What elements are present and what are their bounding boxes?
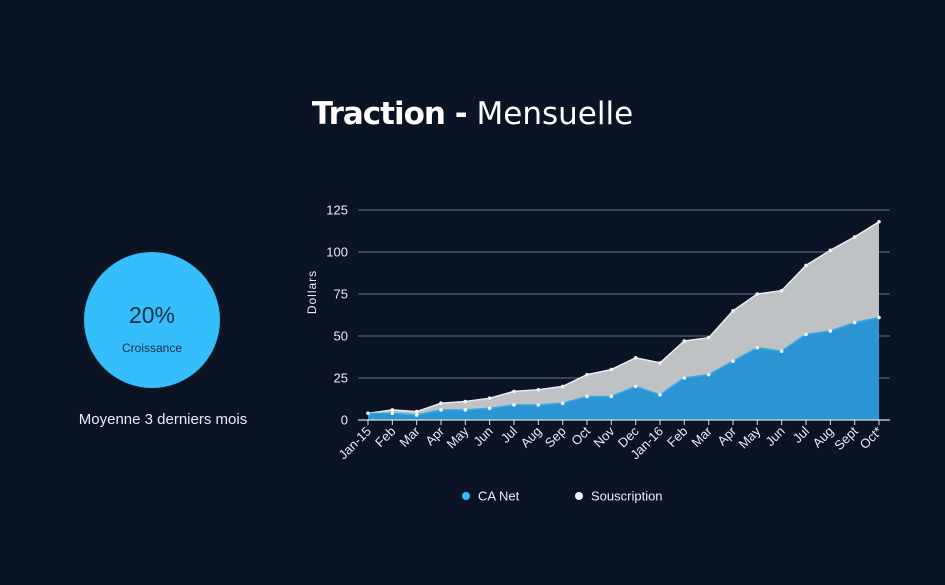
legend-marker-ca-net bbox=[462, 492, 470, 500]
data-point-souscription bbox=[585, 372, 589, 377]
data-point-souscription bbox=[658, 361, 662, 365]
data-point-ca-net bbox=[585, 394, 589, 399]
data-point-ca-net bbox=[706, 372, 711, 377]
data-point-ca-net bbox=[439, 408, 443, 412]
data-point-ca-net bbox=[366, 411, 370, 416]
x-tick-label: May bbox=[443, 423, 471, 451]
data-point-souscription bbox=[487, 396, 492, 400]
x-tick-label: Apr bbox=[422, 423, 447, 448]
data-point-souscription bbox=[779, 288, 784, 293]
data-point-ca-net bbox=[682, 376, 687, 380]
data-point-ca-net bbox=[560, 401, 565, 406]
y-tick-label: 25 bbox=[334, 370, 348, 385]
data-point-souscription bbox=[804, 263, 808, 268]
y-tick-label: 75 bbox=[334, 286, 348, 301]
x-tick-label: Oct* bbox=[857, 424, 885, 452]
data-point-souscription bbox=[560, 384, 565, 389]
data-point-ca-net bbox=[609, 394, 614, 399]
legend-label-souscription: Souscription bbox=[591, 488, 663, 503]
data-point-souscription bbox=[731, 309, 735, 313]
x-tick-label: Feb bbox=[372, 424, 398, 450]
data-point-ca-net bbox=[390, 411, 395, 416]
series-area-ca-net bbox=[368, 317, 879, 420]
data-point-ca-net bbox=[487, 406, 492, 411]
growth-kpi-value: 20% bbox=[128, 302, 176, 328]
data-point-souscription bbox=[755, 292, 760, 296]
data-point-ca-net bbox=[658, 393, 662, 397]
x-tick-label: Apr bbox=[714, 423, 739, 448]
x-tick-label: Jul bbox=[790, 423, 812, 445]
data-point-ca-net bbox=[512, 403, 516, 407]
data-point-souscription bbox=[828, 248, 833, 253]
y-tick-label: 50 bbox=[334, 328, 348, 343]
data-point-ca-net bbox=[852, 320, 857, 325]
x-tick-label: Aug bbox=[809, 424, 836, 451]
y-tick-label: 0 bbox=[341, 412, 348, 427]
title-light: Mensuelle bbox=[476, 96, 634, 132]
data-point-ca-net bbox=[414, 413, 419, 417]
series-line-ca-net bbox=[368, 316, 880, 416]
data-point-souscription bbox=[852, 235, 857, 239]
y-axis-title: Dollars bbox=[305, 270, 319, 314]
x-tick-label: Jan-15 bbox=[335, 424, 374, 463]
legend-label-ca-net: CA Net bbox=[478, 488, 520, 503]
series-line-souscription bbox=[367, 221, 880, 415]
data-point-souscription bbox=[682, 339, 687, 343]
y-tick-label: 125 bbox=[326, 202, 348, 217]
legend-marker-souscription bbox=[575, 492, 583, 500]
data-point-souscription bbox=[414, 409, 419, 414]
data-point-souscription bbox=[512, 389, 516, 394]
x-tick-label: Jul bbox=[498, 423, 520, 445]
data-point-ca-net bbox=[877, 315, 881, 320]
x-tick-label: May bbox=[735, 423, 763, 451]
data-point-souscription bbox=[633, 356, 638, 360]
data-point-ca-net bbox=[731, 359, 735, 364]
data-point-souscription bbox=[706, 335, 711, 340]
data-point-souscription bbox=[390, 408, 395, 412]
x-tick-label: Sept bbox=[831, 423, 861, 453]
x-tick-label: Aug bbox=[517, 424, 544, 451]
x-tick-label: Nov bbox=[590, 423, 617, 450]
data-point-ca-net bbox=[633, 384, 638, 389]
data-point-souscription bbox=[609, 367, 614, 372]
x-tick-label: Mar bbox=[396, 423, 423, 450]
y-tick-label: 100 bbox=[326, 244, 348, 259]
data-point-souscription bbox=[536, 387, 541, 392]
page-title: Traction - Mensuelle bbox=[0, 94, 945, 134]
x-tick-label: Sep bbox=[542, 424, 569, 451]
x-tick-label: Oct bbox=[568, 423, 593, 448]
data-point-souscription bbox=[439, 401, 443, 406]
data-point-ca-net bbox=[536, 403, 541, 407]
data-point-ca-net bbox=[779, 349, 784, 353]
growth-kpi-caption: Moyenne 3 derniers mois bbox=[78, 411, 248, 428]
x-tick-label: Jun bbox=[762, 424, 787, 449]
x-tick-label: Mar bbox=[688, 423, 715, 450]
data-point-ca-net bbox=[463, 408, 468, 412]
title-bold: Traction - bbox=[311, 96, 468, 132]
growth-kpi-label: Croissance bbox=[121, 341, 183, 355]
data-point-ca-net bbox=[755, 345, 760, 350]
x-tick-label: Feb bbox=[664, 424, 690, 450]
data-point-ca-net bbox=[804, 332, 808, 337]
data-point-ca-net bbox=[828, 329, 833, 333]
x-tick-label: Jun bbox=[470, 424, 495, 449]
growth-kpi-circle: 20% Croissance bbox=[84, 252, 220, 388]
data-point-souscription bbox=[463, 399, 468, 404]
data-point-souscription bbox=[877, 219, 881, 224]
